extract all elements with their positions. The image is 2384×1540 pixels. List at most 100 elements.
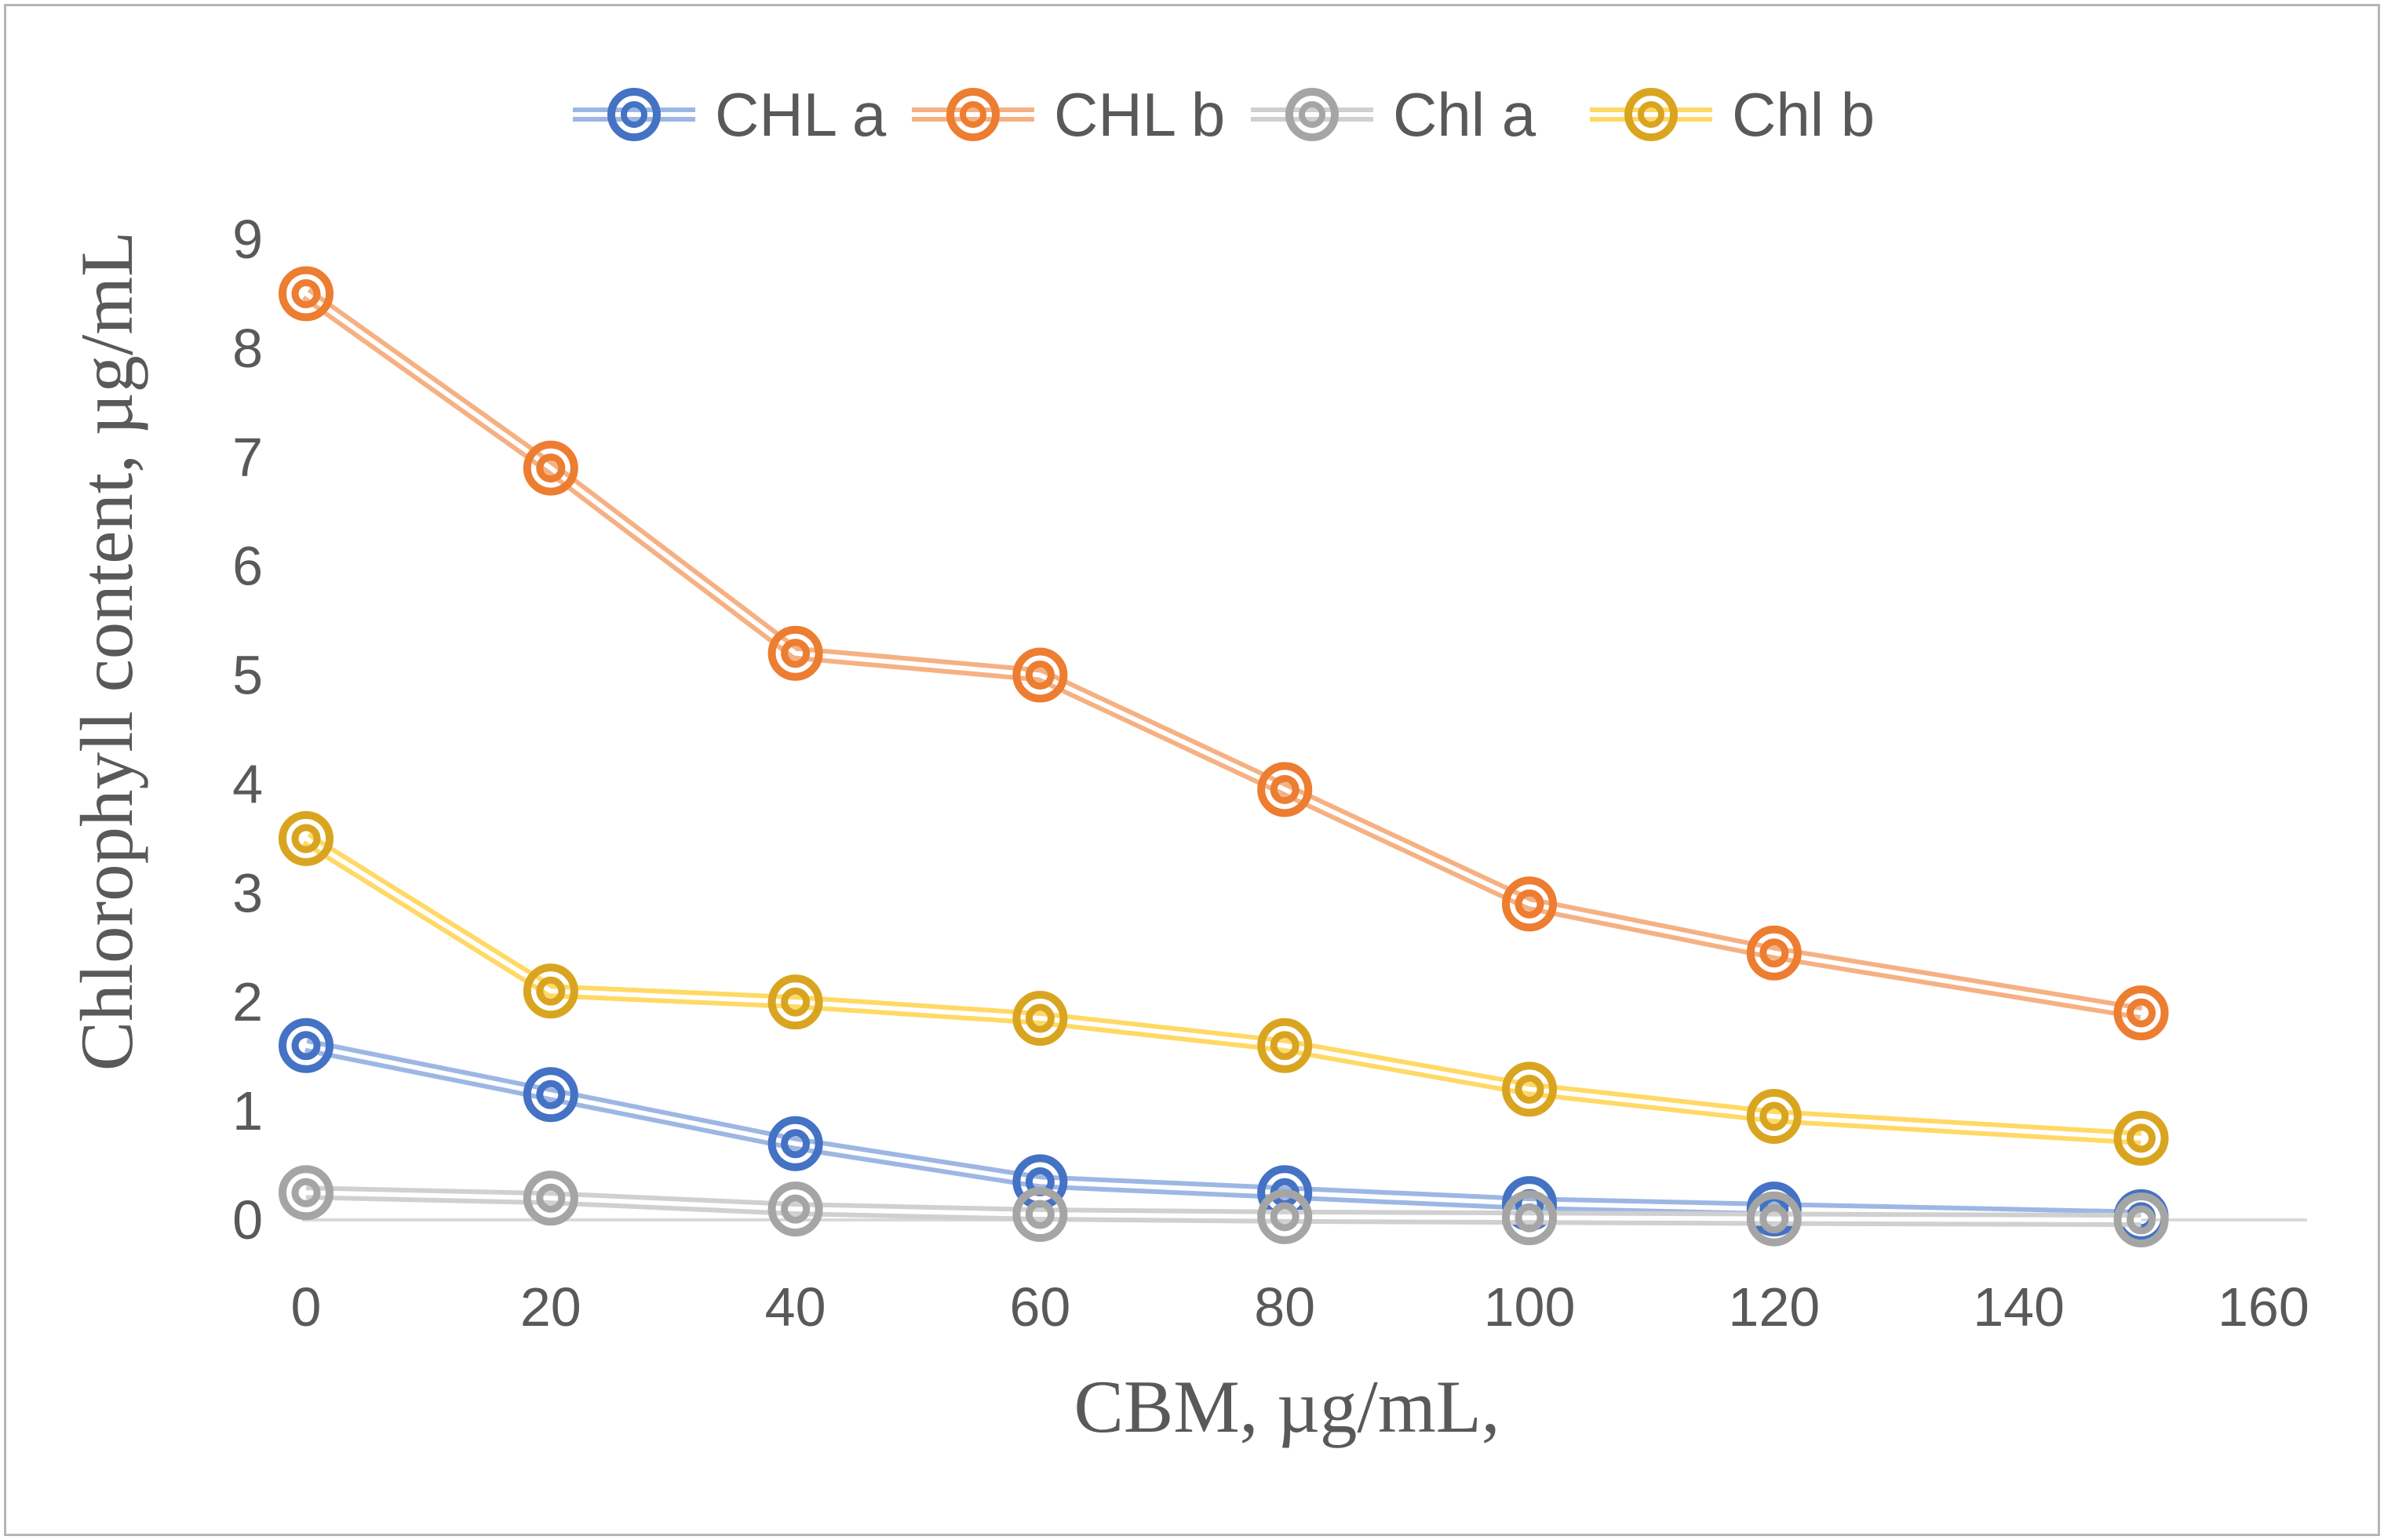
data-point-chl-b-x150 (2113, 985, 2169, 1041)
marker-outer-ring (607, 88, 661, 141)
marker-outer-ring (523, 963, 578, 1019)
marker-outer-ring (946, 88, 1000, 141)
legend-ring-marker (1285, 88, 1339, 141)
marker-inner-ring (536, 1183, 566, 1213)
data-point-chl-b-x20 (523, 440, 578, 496)
x-tick-label-60: 60 (1009, 1276, 1070, 1338)
legend-label-chl-b: CHL b (1054, 80, 1225, 149)
marker-outer-ring (1257, 1018, 1313, 1073)
data-point-chl-a-x0 (279, 1165, 334, 1221)
y-tick-label-3: 3 (232, 862, 263, 923)
data-point-chl-b-x60 (1012, 647, 1068, 703)
data-point-chl-a-x20 (523, 1170, 578, 1226)
marker-outer-ring (1257, 762, 1313, 817)
marker-inner-ring (1759, 1204, 1789, 1234)
marker-outer-ring (1624, 88, 1678, 141)
data-point-chl-b-x20 (523, 963, 578, 1019)
marker-inner-ring (1638, 101, 1664, 128)
series-line-core (305, 1043, 2142, 1219)
x-tick-label-140: 140 (1973, 1276, 2065, 1338)
legend-item-chl-b: Chl b (1590, 80, 1875, 149)
marker-inner-ring (536, 976, 566, 1006)
y-tick-label-6: 6 (232, 536, 263, 597)
data-point-chl-b-x120 (1746, 925, 1802, 981)
marker-inner-ring (291, 1178, 321, 1207)
marker-outer-ring (767, 1181, 823, 1237)
marker-outer-ring (2113, 1110, 2169, 1166)
marker-outer-ring (767, 974, 823, 1030)
marker-outer-ring (1012, 1187, 1068, 1243)
marker-outer-ring (279, 810, 334, 866)
x-tick-label-120: 120 (1728, 1276, 1820, 1338)
legend-label-chl-a: CHL a (715, 80, 887, 149)
marker-outer-ring (2113, 985, 2169, 1041)
data-point-chl-b-x40 (767, 974, 823, 1030)
series-line-outer (302, 832, 2142, 1145)
marker-inner-ring (1025, 1200, 1055, 1229)
legend-marker-icon (573, 88, 695, 141)
marker-inner-ring (1515, 1074, 1544, 1104)
marker-outer-ring (1746, 1089, 1802, 1145)
marker-inner-ring (960, 101, 986, 128)
legend-label-chl-b: Chl b (1732, 80, 1875, 149)
marker-outer-ring (1012, 647, 1068, 703)
y-tick-label-9: 9 (232, 209, 263, 270)
data-point-chl-a-x100 (1502, 1190, 1557, 1246)
legend: CHL a CHL b Chl a Chl b (573, 80, 1875, 149)
data-point-chl-b-x40 (767, 625, 823, 681)
marker-inner-ring (1299, 101, 1325, 128)
marker-inner-ring (621, 101, 647, 128)
series-line-core (304, 291, 2142, 1016)
data-point-chl-b-x60 (1012, 991, 1068, 1047)
marker-inner-ring (1270, 1031, 1300, 1061)
data-point-chl-a-x60 (1012, 1187, 1068, 1243)
marker-inner-ring (1515, 889, 1544, 919)
data-point-chl-a-x120 (1746, 1191, 1802, 1247)
x-tick-label-160: 160 (2218, 1276, 2309, 1338)
marker-outer-ring (279, 1165, 334, 1221)
marker-outer-ring (523, 440, 578, 496)
marker-outer-ring (1257, 1189, 1313, 1244)
marker-inner-ring (291, 1031, 321, 1061)
legend-item-chl-a: CHL a (573, 80, 887, 149)
y-tick-label-1: 1 (232, 1080, 263, 1141)
marker-outer-ring (767, 625, 823, 681)
marker-outer-ring (279, 266, 334, 322)
data-point-chl-a-x40 (767, 1181, 823, 1237)
marker-outer-ring (1285, 88, 1339, 141)
marker-outer-ring (523, 1067, 578, 1123)
x-tick-label-0: 0 (291, 1276, 322, 1338)
marker-inner-ring (781, 1129, 811, 1159)
data-point-chl-a-x20 (523, 1067, 578, 1123)
y-axis-title: Chlorophyll content, µg/mL (65, 231, 148, 1072)
marker-outer-ring (2113, 1192, 2169, 1247)
marker-inner-ring (1270, 774, 1300, 804)
y-tick-label-7: 7 (232, 427, 263, 488)
marker-outer-ring (767, 1116, 823, 1171)
data-point-chl-a-x150 (2113, 1192, 2169, 1247)
y-tick-label-4: 4 (232, 753, 263, 814)
marker-inner-ring (781, 639, 811, 668)
marker-inner-ring (2127, 1205, 2156, 1235)
marker-inner-ring (536, 453, 566, 483)
marker-inner-ring (291, 279, 321, 308)
data-point-chl-b-x80 (1257, 1018, 1313, 1073)
marker-outer-ring (523, 1170, 578, 1226)
marker-outer-ring (1502, 1190, 1557, 1246)
data-point-chl-b-x0 (279, 266, 334, 322)
y-tick-label-2: 2 (232, 971, 263, 1032)
marker-inner-ring (1759, 1101, 1789, 1131)
data-point-chl-b-x80 (1257, 762, 1313, 817)
legend-marker-icon (1590, 88, 1712, 141)
series-chl-b (279, 810, 2169, 1166)
legend-item-chl-b: CHL b (912, 80, 1225, 149)
marker-inner-ring (1025, 1003, 1055, 1033)
x-tick-label-80: 80 (1254, 1276, 1315, 1338)
data-point-chl-a-x0 (279, 1018, 334, 1073)
marker-inner-ring (1025, 661, 1055, 690)
data-point-chl-b-x100 (1502, 1061, 1557, 1117)
marker-outer-ring (1012, 991, 1068, 1047)
series-chl-a (279, 1018, 2169, 1244)
legend-ring-marker (946, 88, 1000, 141)
